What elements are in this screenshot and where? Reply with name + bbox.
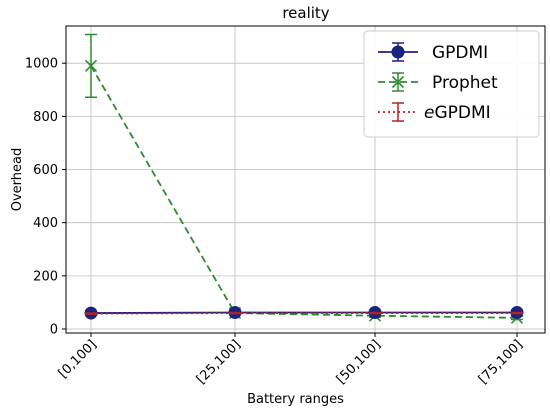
legend-marker [391,45,405,59]
chart-title: reality [282,4,329,22]
series-line [90,65,518,319]
y-tick-label: 800 [33,110,58,125]
y-tick-label: 600 [33,163,58,178]
y-tick-label: 0 [50,323,58,338]
legend: GPDMI Prophet eGPDMI [363,30,540,138]
error-bar [229,311,241,315]
series-layer [84,33,524,324]
y-tick-label: 1000 [25,57,58,72]
x-tick-label: [0,100] [56,337,100,381]
plot-frame [65,25,546,334]
series-egpdmi [85,311,523,315]
y-axis-title: Overhead [10,148,25,212]
error-bar [369,311,381,315]
legend-entry: Prophet [378,72,498,93]
x-axis-title: Battery ranges [247,392,344,407]
series-line [90,311,517,314]
legend-marker [391,75,405,89]
legend-label: eGPDMI [424,103,491,123]
x-tick-label: [75,100] [476,337,526,387]
series-line [90,312,517,315]
y-tick-label: 200 [33,269,58,284]
legend-label: Prophet [432,73,498,93]
x-axis: [0,100] [25,100] [50,100] [75,100] [56,333,526,387]
y-tick-label: 400 [33,216,58,231]
legend-entry: GPDMI [378,42,488,63]
data-point [84,59,98,72]
legend-box [363,30,540,138]
legend-entry: eGPDMI [378,102,491,123]
x-tick-label: [50,100] [334,337,384,387]
y-axis: 0 200 400 600 800 1000 [25,57,66,338]
x-tick-label: [25,100] [194,337,244,387]
grid-lines [66,26,545,333]
legend-label: GPDMI [432,43,488,63]
